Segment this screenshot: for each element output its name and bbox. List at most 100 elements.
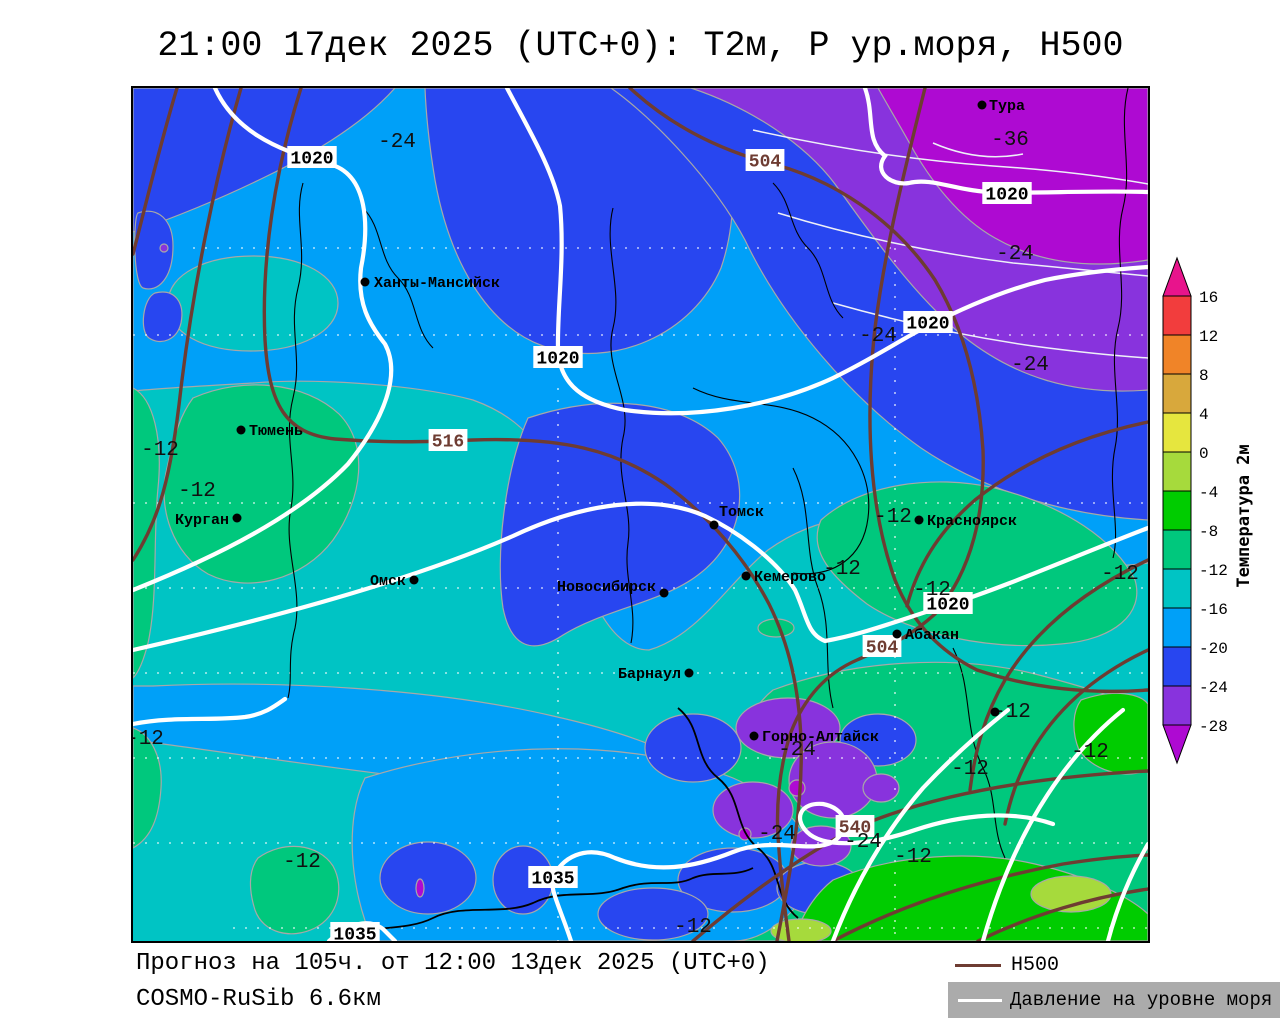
temperature-label: -12 [951,758,989,781]
legend-row-h500: H500 [955,952,1059,978]
band-emerald-southwest [249,845,340,935]
city-dot [232,513,242,523]
h500-contours [133,88,1148,941]
city-dot [684,668,694,678]
legend-row-pressure: Давление на уровне моря [948,982,1280,1018]
green-patches-southeast [770,692,1148,941]
temperature-label: -12 [913,579,951,602]
city-label: Новосибирск [557,579,656,596]
temperature-label: -12 [141,439,179,462]
band-emerald-krasnoyarsk [816,481,1138,647]
contour-label: 504 [866,639,899,659]
temperature-label: -24 [758,823,796,846]
colorbar-tick-label: 12 [1199,328,1218,346]
temperature-label: -12 [823,558,861,581]
contour-label: 1020 [985,186,1028,206]
admin-borders [287,88,1129,941]
colorbar-segment [1162,412,1192,453]
colorbar-tick-label: -16 [1199,601,1228,619]
colorbar-segment [1162,490,1192,531]
contour-label: 1020 [906,315,949,335]
city-dot [990,707,1000,717]
violet-speck [159,243,169,253]
colorbar-segment [1162,607,1192,648]
band-magenta-ne [877,88,1148,265]
colorbar-tick-label: -12 [1199,562,1228,580]
city-dot [360,277,370,287]
band-turquoise-tongue [167,255,339,352]
contour-label-box [903,311,953,333]
colorbar-tick-label: -8 [1199,523,1218,541]
colorbar-segment [1162,646,1192,687]
city-dot [409,575,419,585]
colorbar-segment [1162,568,1192,609]
colorbar-segment [1162,295,1192,336]
h500-legend-label: H500 [1011,953,1060,977]
temperature-label: -12 [874,506,912,529]
page-title: 21:00 17дек 2025 (UTC+0): Т2м, P ур.моря… [157,26,1124,66]
colorbar-tick-label: -28 [1199,718,1228,736]
city-dot [914,515,924,525]
city-label: Тюмень [249,423,303,440]
contour-label-box [287,146,337,168]
city-label: Тура [989,98,1025,115]
band-royal-tomsk [499,402,741,647]
city-label: Томск [719,504,764,521]
forecast-info: Прогноз на 105ч. от 12:00 13дек 2025 (UT… [136,950,770,977]
contour-label-box [745,149,785,171]
city-label: Абакан [905,627,959,644]
band-royal-west-spot2 [142,291,183,343]
pressure-legend-label: Давление на уровне моря [1010,989,1273,1011]
contour-label: 516 [432,433,464,453]
colorbar-segment [1162,529,1192,570]
colorbar-tick-label: 0 [1199,445,1209,463]
temperature-colorbar: 16 12 8 4 0 -4 -8 -12 -16 -20 -24 -28 [1162,256,1228,765]
contour-label-box [428,429,468,451]
city-label: Ханты-Мансийск [374,275,500,292]
temperature-label: -12 [674,916,712,939]
colorbar-tick-label: -24 [1199,679,1228,697]
city-label: Курган [175,512,229,529]
temperature-label: -24 [844,831,882,854]
city-dot [749,731,759,741]
temperature-label: -24 [1011,354,1049,377]
contour-label: 540 [839,819,871,839]
contour-label: 504 [749,153,782,173]
city-label: Омск [370,573,406,590]
temperature-label: -12 [1071,741,1109,764]
h500-line-sample [955,963,1001,967]
city-dot [659,588,669,598]
temperature-label: -12 [993,701,1031,724]
weather-map: 1020 1020 1020 1020 1020 1035 1035 504 516 504 540… [131,86,1150,943]
contour-label: 1035 [531,870,574,890]
colorbar-segment [1162,373,1192,414]
colorbar-arrow-bottom [1162,724,1192,765]
temperature-label: -12 [894,846,932,869]
city-dot [892,629,902,639]
city-label: Красноярск [927,513,1017,530]
temperature-label: -12 [283,851,321,874]
model-name: COSMO-RuSib 6.6км [136,986,381,1013]
colorbar-title: Температура 2м [1234,444,1254,588]
city-dot [236,425,246,435]
contour-label-box [533,346,583,368]
colorbar-segment [1162,451,1192,492]
band-emerald-left-south [133,727,162,849]
temperature-label: -24 [378,131,416,154]
contour-label-box [330,922,380,941]
band-emerald-west-edge [133,387,160,679]
temperature-label: -24 [996,243,1034,266]
city-label: Кемерово [754,569,826,586]
contour-label-box [835,815,875,837]
contour-label-box [528,866,578,888]
city-dot [709,520,719,530]
contour-label-box [862,635,902,657]
city-label: Горно-Алтайск [762,729,879,746]
city-dot [977,100,987,110]
temperature-label: -24 [859,325,897,348]
contour-label-box [982,182,1032,204]
contour-label: 1035 [333,926,376,942]
colorbar-tick-label: 16 [1199,289,1218,307]
temperature-label: -36 [991,129,1029,152]
